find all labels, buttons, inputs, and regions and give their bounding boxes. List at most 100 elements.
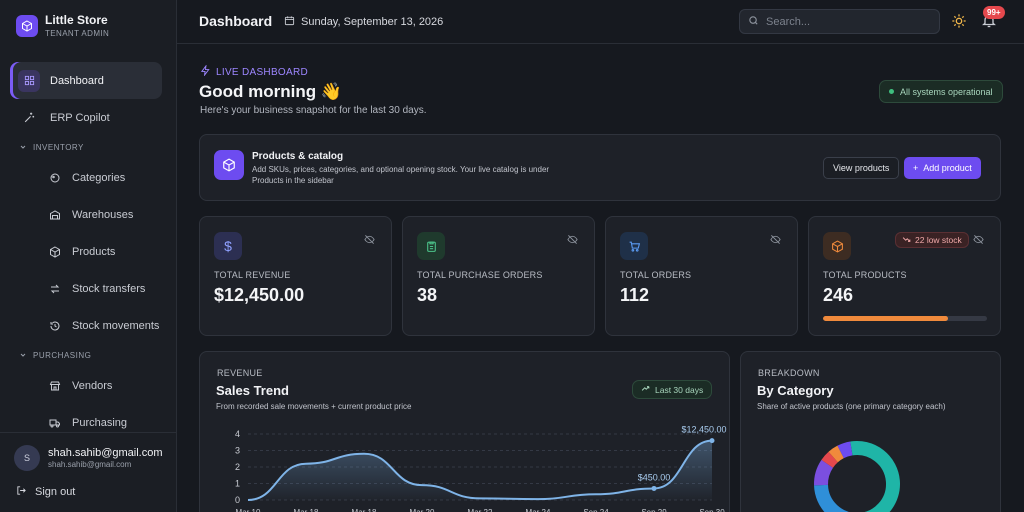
date-label: Sunday, September 13, 2026 bbox=[301, 16, 444, 28]
x-tick-label: Sep 30 bbox=[699, 508, 725, 512]
x-tick-label: Mar 22 bbox=[468, 508, 493, 512]
stat-value: 246 bbox=[823, 285, 854, 305]
stat-label: TOTAL REVENUE bbox=[214, 270, 291, 280]
y-tick-label: 3 bbox=[235, 446, 240, 456]
logout-icon bbox=[16, 485, 27, 499]
user-email: shah.sahib@gmail.com bbox=[48, 459, 132, 469]
eye-off-icon[interactable] bbox=[770, 234, 781, 245]
sidebar-nav: Dashboard ERP Copilot INVENTORY Categori… bbox=[10, 62, 162, 441]
trend-up-icon bbox=[641, 384, 650, 395]
stat-card-products: 22 low stock TOTAL PRODUCTS 246 bbox=[808, 216, 1001, 336]
section-label: INVENTORY bbox=[33, 143, 84, 152]
card-kicker: REVENUE bbox=[217, 368, 263, 378]
sidebar-item-label: Stock movements bbox=[72, 319, 160, 332]
add-product-label: Add product bbox=[923, 163, 972, 173]
sidebar-item-dashboard[interactable]: Dashboard bbox=[10, 62, 162, 99]
x-tick-label: Sep 29 bbox=[641, 508, 667, 512]
sidebar-item-stock-transfers[interactable]: Stock transfers bbox=[10, 270, 162, 307]
stat-label: TOTAL PRODUCTS bbox=[823, 270, 907, 280]
search-icon bbox=[748, 13, 759, 31]
section-inventory[interactable]: INVENTORY bbox=[10, 136, 162, 159]
data-point bbox=[709, 438, 715, 444]
sidebar-item-warehouses[interactable]: Warehouses bbox=[10, 196, 162, 233]
box-icon bbox=[48, 245, 62, 259]
y-tick-label: 4 bbox=[235, 429, 240, 439]
sidebar: Little Store TENANT ADMIN Dashboard ERP … bbox=[0, 0, 177, 512]
kicker-label: LIVE DASHBOARD bbox=[216, 66, 309, 78]
chevron-down-icon bbox=[19, 143, 27, 153]
donut-slice bbox=[821, 451, 838, 468]
donut-slice bbox=[814, 459, 834, 486]
stock-level-bar bbox=[823, 316, 987, 321]
x-tick-label: Sep 24 bbox=[583, 508, 609, 512]
calendar-icon bbox=[284, 15, 295, 29]
current-date: Sunday, September 13, 2026 bbox=[284, 15, 443, 29]
x-tick-label: Mar 18 bbox=[294, 508, 319, 512]
low-stock-badge[interactable]: 22 low stock bbox=[895, 232, 969, 248]
theme-toggle-button[interactable] bbox=[951, 13, 967, 29]
search-box[interactable] bbox=[739, 9, 940, 34]
sidebar-item-categories[interactable]: Categories bbox=[10, 159, 162, 196]
donut-slice bbox=[850, 441, 900, 512]
brand[interactable]: Little Store TENANT ADMIN bbox=[16, 13, 109, 39]
x-tick-label: Mar 10 bbox=[236, 508, 261, 512]
dollar-icon: $ bbox=[214, 232, 242, 260]
low-stock-label: 22 low stock bbox=[915, 235, 962, 245]
view-products-button[interactable]: View products bbox=[823, 157, 900, 179]
clipboard-icon bbox=[417, 232, 445, 260]
sidebar-item-products[interactable]: Products bbox=[10, 233, 162, 270]
stat-value: 112 bbox=[620, 285, 650, 305]
y-tick-label: 0 bbox=[235, 495, 240, 505]
eye-off-icon[interactable] bbox=[567, 234, 578, 245]
data-label: $450.00 bbox=[638, 472, 671, 482]
stat-card-purchase-orders: TOTAL PURCHASE ORDERS 38 bbox=[402, 216, 595, 336]
greeting: Good morning 👋 bbox=[199, 82, 342, 101]
cube-icon bbox=[16, 15, 38, 37]
notifications-badge: 99+ bbox=[983, 6, 1005, 19]
eye-off-icon[interactable] bbox=[973, 234, 984, 245]
store-icon bbox=[48, 379, 62, 393]
sidebar-item-label: Warehouses bbox=[72, 208, 134, 221]
x-tick-label: Mar 20 bbox=[410, 508, 435, 512]
sun-icon bbox=[952, 14, 966, 28]
warehouse-icon bbox=[48, 208, 62, 222]
truck-icon bbox=[48, 416, 62, 430]
sidebar-item-stock-movements[interactable]: Stock movements bbox=[10, 307, 162, 344]
sparkle-icon bbox=[22, 111, 36, 125]
section-purchasing[interactable]: PURCHASING bbox=[10, 344, 162, 367]
sidebar-item-label: Purchasing bbox=[72, 416, 128, 429]
sign-out-button[interactable]: Sign out bbox=[16, 485, 163, 499]
sign-out-label: Sign out bbox=[35, 486, 76, 498]
cube-icon bbox=[214, 150, 244, 180]
user-profile[interactable]: S shah.sahib@gmail.com shah.sahib@gmail.… bbox=[14, 445, 163, 471]
date-range-badge[interactable]: Last 30 days bbox=[632, 380, 713, 399]
category-donut-chart bbox=[814, 441, 900, 512]
greeting-subtitle: Here's your business snapshot for the la… bbox=[200, 105, 427, 116]
stat-value: 38 bbox=[417, 285, 438, 305]
category-breakdown-card: BREAKDOWN By Category Share of active pr… bbox=[740, 351, 1001, 512]
sidebar-item-vendors[interactable]: Vendors bbox=[10, 367, 162, 404]
arrows-swap-icon bbox=[48, 282, 62, 296]
plus-icon: + bbox=[913, 163, 919, 173]
trend-down-icon bbox=[902, 235, 911, 246]
user-box: S shah.sahib@gmail.com shah.sahib@gmail.… bbox=[0, 432, 177, 511]
x-tick-label: Mar 18 bbox=[352, 508, 377, 512]
stat-label: TOTAL ORDERS bbox=[620, 270, 692, 280]
x-tick-label: Mar 24 bbox=[526, 508, 551, 512]
eye-off-icon[interactable] bbox=[364, 234, 375, 245]
sidebar-item-label: Stock transfers bbox=[72, 282, 146, 295]
search-input[interactable] bbox=[766, 15, 926, 28]
y-tick-label: 1 bbox=[235, 479, 240, 489]
stat-label: TOTAL PURCHASE ORDERS bbox=[417, 270, 543, 280]
sidebar-item-label: Products bbox=[72, 245, 116, 258]
live-dashboard-kicker: LIVE DASHBOARD bbox=[200, 64, 309, 79]
donut-slice bbox=[828, 445, 845, 463]
sales-trend-card: REVENUE Sales Trend From recorded sale m… bbox=[199, 351, 730, 512]
add-product-button[interactable]: + Add product bbox=[904, 157, 981, 179]
grid-icon bbox=[18, 69, 40, 92]
donut-slice bbox=[814, 484, 850, 512]
sidebar-item-purchasing[interactable]: Purchasing bbox=[10, 404, 162, 441]
sidebar-item-erp-copilot[interactable]: ERP Copilot bbox=[10, 99, 162, 136]
system-status-badge: All systems operational bbox=[879, 80, 1003, 103]
sales-trend-chart: 0 1 2 3 4 $12,450.00 $450.00 Mar 10 Mar 18 Mar 18… bbox=[235, 425, 727, 512]
